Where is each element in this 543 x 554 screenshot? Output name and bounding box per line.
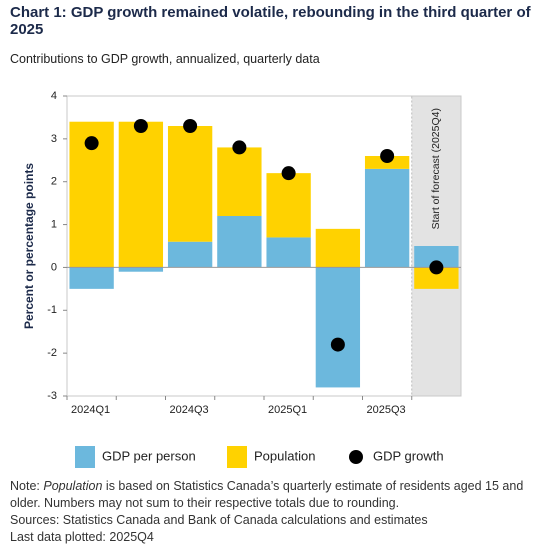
- dot: [84, 136, 99, 151]
- last-data: Last data plotted: 2025Q4: [10, 530, 154, 544]
- bar: [315, 228, 361, 268]
- y-tick-label: 3: [51, 133, 57, 145]
- legend-label: Population: [254, 448, 315, 463]
- y-tick-label: 2: [51, 176, 57, 188]
- y-tick-label: 0: [51, 261, 57, 273]
- chart: Start of forecast (2025Q4) -3 -2 -1 0 1 2 3 4 Per…: [22, 90, 462, 468]
- dot: [232, 140, 247, 155]
- legend-swatch: [349, 450, 363, 464]
- x-tick-label: 2025Q3: [367, 404, 406, 416]
- x-tick-label: 2024Q3: [170, 404, 209, 416]
- note-text: is based on Statistics Canada’s quarterl…: [10, 479, 524, 510]
- bar: [414, 267, 459, 289]
- bar: [118, 121, 164, 268]
- bar: [315, 267, 361, 388]
- dot: [380, 149, 395, 163]
- legend-label: GDP growth: [373, 448, 444, 463]
- bar: [217, 216, 262, 268]
- note-text: Population: [43, 479, 103, 493]
- forecast-label: Start of forecast (2025Q4): [430, 108, 442, 229]
- bar: [69, 267, 114, 289]
- bar: [266, 173, 311, 238]
- y-tick-label: -3: [47, 390, 57, 402]
- y-tick-label: 4: [51, 90, 57, 102]
- bar: [364, 168, 410, 268]
- x-tick-label: 2024Q1: [71, 404, 110, 416]
- bar: [167, 241, 213, 268]
- dot: [183, 119, 198, 133]
- bar: [167, 126, 213, 242]
- bar: [266, 237, 311, 268]
- y-tick-label: -1: [47, 304, 57, 316]
- y-axis-label: Percent or percentage points: [22, 163, 36, 329]
- y-tick-label: 1: [51, 218, 57, 230]
- bar: [118, 267, 164, 272]
- sources: Sources: Statistics Canada and Bank of C…: [10, 513, 428, 527]
- note-text: Note:: [10, 479, 44, 493]
- bar: [217, 147, 262, 216]
- chart-title: Chart 1: GDP growth remained volatile, r…: [10, 4, 531, 38]
- legend-swatch: [227, 446, 247, 468]
- notes: Note: Population is based on Statistics …: [10, 478, 535, 546]
- x-tick-label: 2025Q1: [268, 404, 307, 416]
- chart-subtitle: Contributions to GDP growth, annualized,…: [10, 52, 320, 66]
- dot: [133, 119, 148, 133]
- legend-label: GDP per person: [102, 448, 196, 463]
- legend-swatch: [75, 446, 95, 468]
- dot: [281, 166, 296, 181]
- y-tick-label: -2: [47, 347, 57, 359]
- note: Note: Population is based on Statistics …: [10, 478, 535, 512]
- bar: [414, 246, 459, 268]
- dot: [429, 260, 444, 275]
- dot: [330, 337, 345, 352]
